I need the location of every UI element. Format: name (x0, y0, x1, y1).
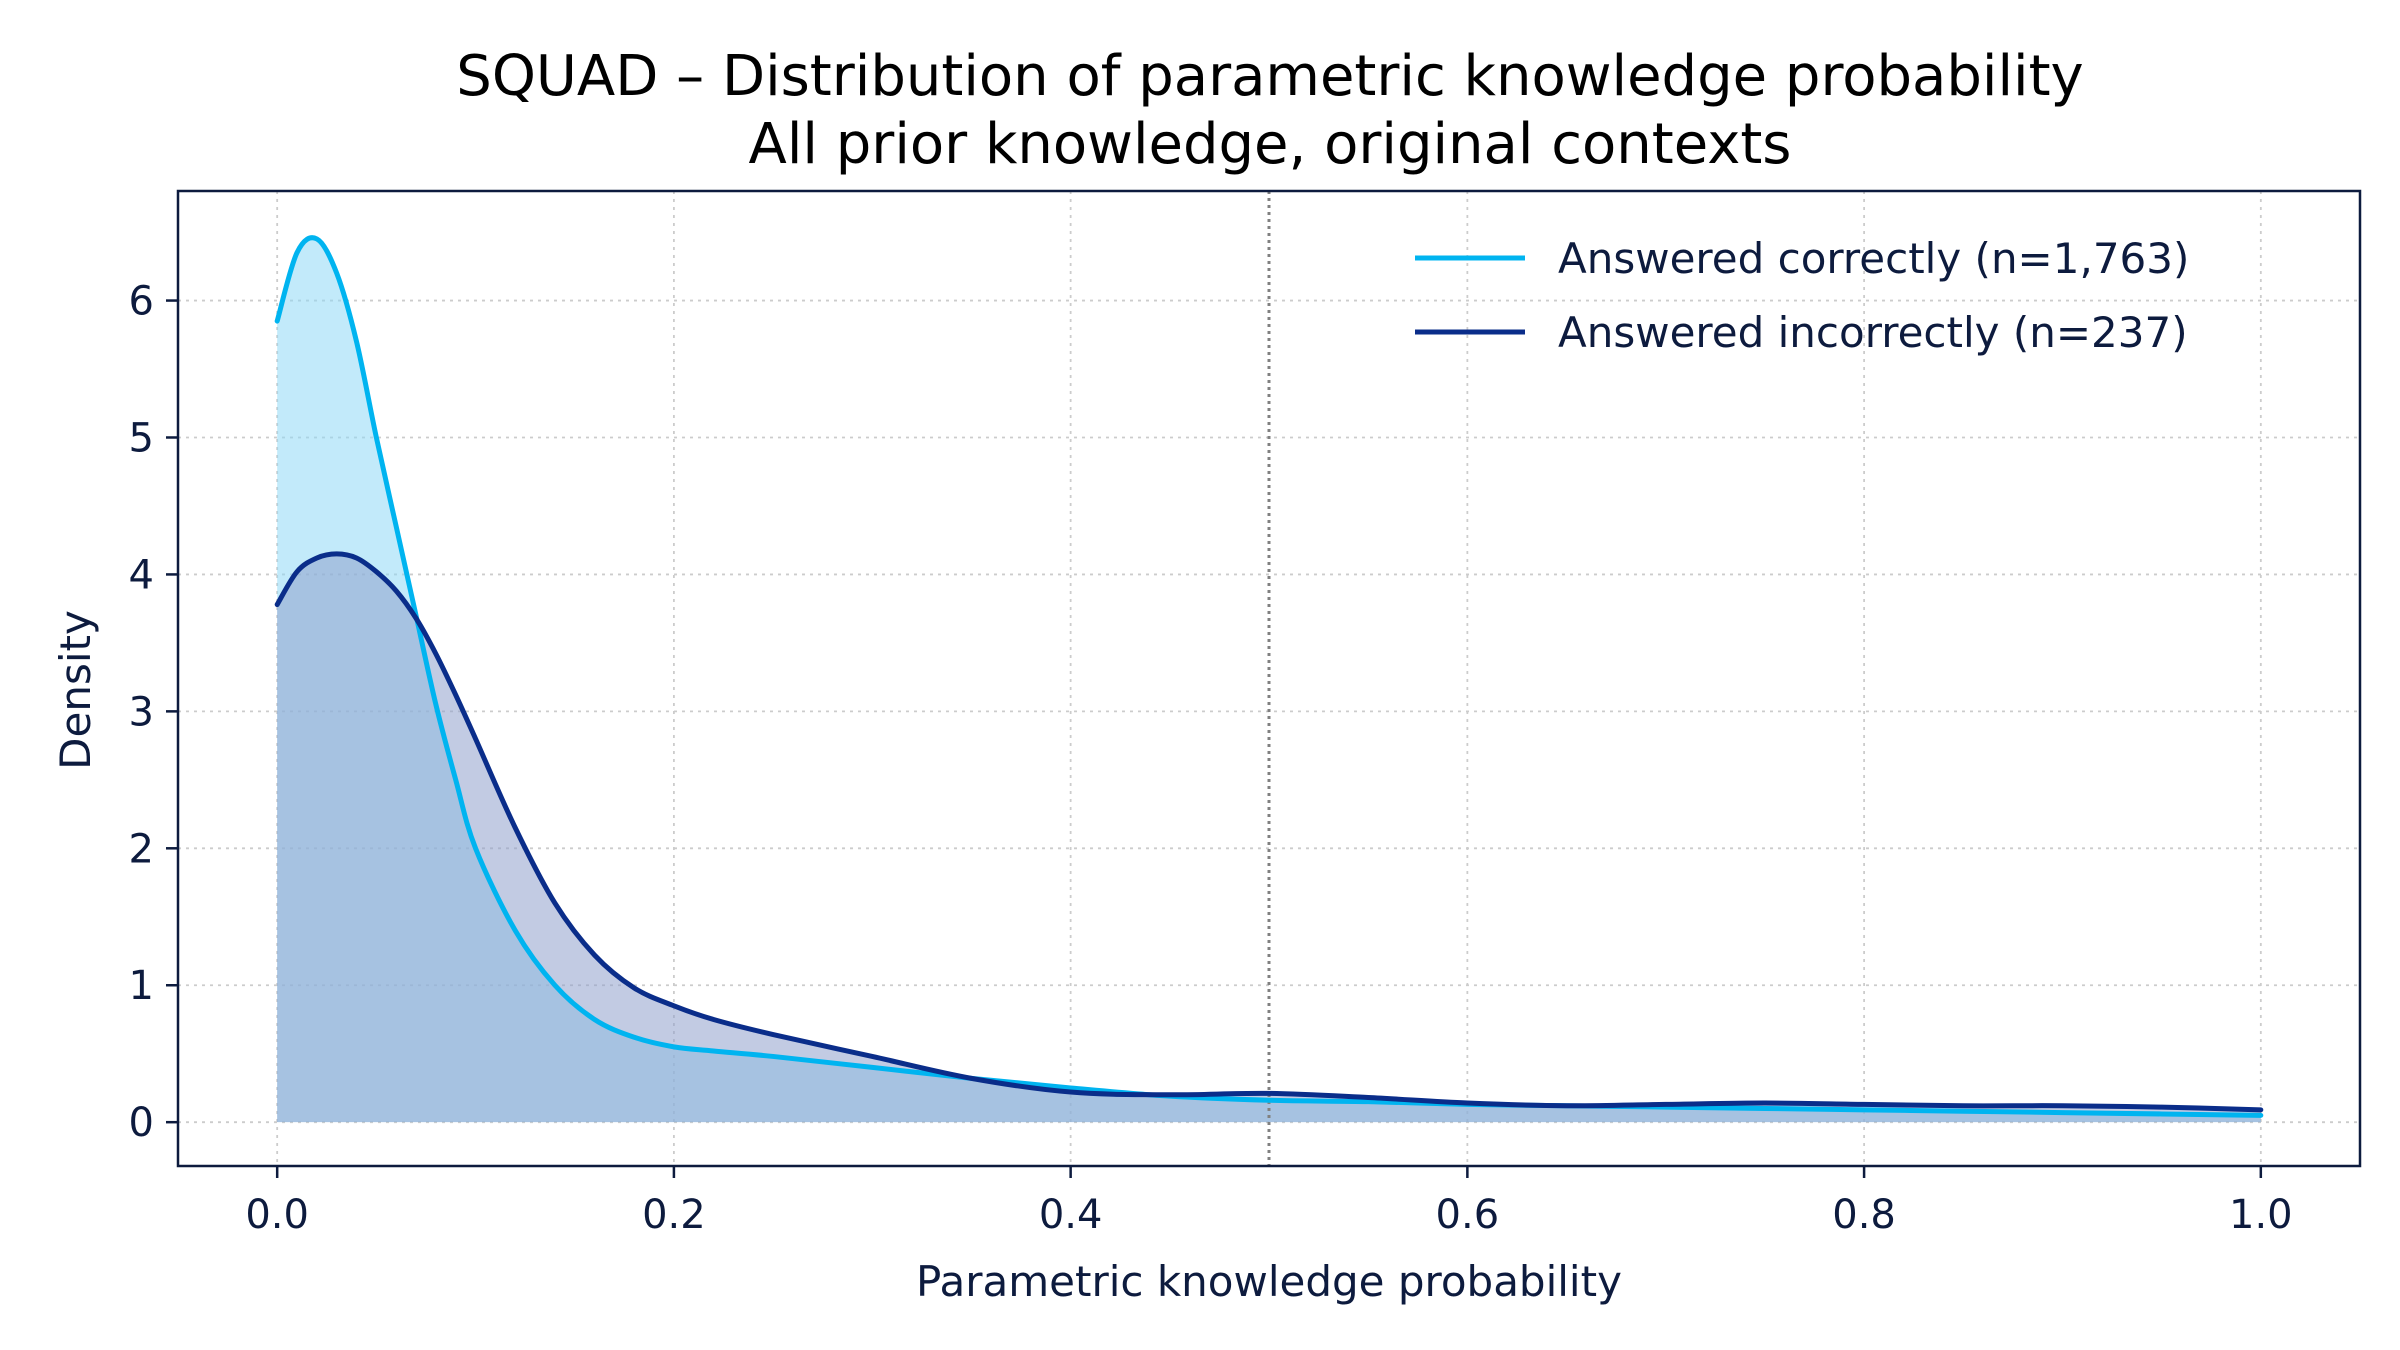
x-tick-label: 0.8 (1832, 1192, 1896, 1238)
y-tick-label: 4 (129, 552, 154, 598)
series-fill-1 (277, 553, 2261, 1123)
series-line-0 (274, 235, 2264, 1118)
legend-label-1: Answered incorrectly (n=237) (1558, 308, 2188, 357)
x-axis-label: Parametric knowledge probability (916, 1257, 1622, 1306)
y-tick-label: 2 (129, 826, 154, 872)
x-tick-label: 0.6 (1436, 1192, 1500, 1238)
y-tick-label: 3 (129, 689, 154, 735)
x-tick-label: 1.0 (2229, 1192, 2293, 1238)
plot-frame (176, 189, 2362, 1168)
y-axis-label: Density (51, 610, 100, 770)
series-fills (277, 237, 2261, 1123)
y-tick-label: 6 (129, 279, 154, 325)
y-tick-label: 0 (129, 1100, 154, 1146)
y-tick-label: 5 (129, 415, 154, 461)
chart-subtitle: All prior knowledge, original contexts (749, 112, 1792, 177)
legend-label-0: Answered correctly (n=1,763) (1558, 234, 2189, 283)
x-tick-label: 0.2 (642, 1192, 706, 1238)
chart-title: SQUAD – Distribution of parametric knowl… (456, 44, 2083, 109)
y-tick-label: 1 (129, 963, 154, 1009)
series-line-1 (274, 551, 2264, 1113)
axis-ticks: 0.0 0.2 0.4 0.6 0.8 1.0 0 1 2 3 4 5 6 (129, 279, 2293, 1238)
series-lines (274, 235, 2264, 1118)
x-tick-label: 0.0 (245, 1192, 309, 1238)
legend: Answered correctly (n=1,763) Answered inc… (1415, 234, 2189, 357)
x-tick-label: 0.4 (1039, 1192, 1103, 1238)
